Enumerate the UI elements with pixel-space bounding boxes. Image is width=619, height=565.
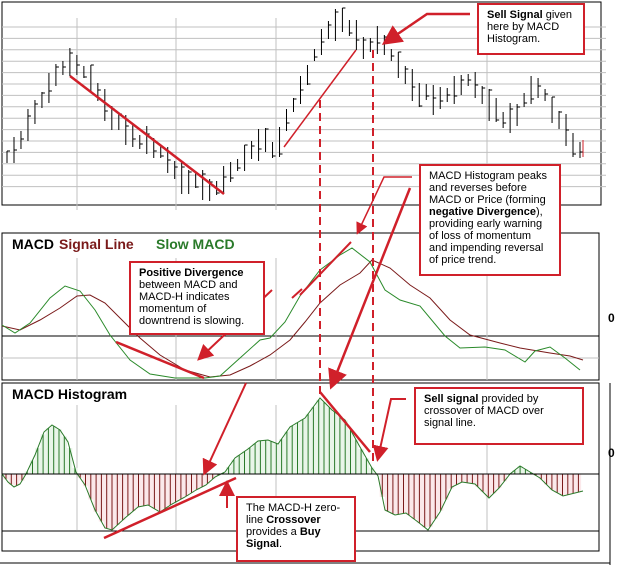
annotation-text: .	[279, 538, 283, 550]
annotation-text: between MACD and MACD-H indicates moment…	[139, 279, 245, 327]
slow-macd-legend: Slow MACD	[156, 236, 235, 252]
macd-title: MACD	[12, 236, 54, 252]
annotation-negative-divergence: MACD Histogram peaks and reverses before…	[419, 164, 561, 276]
annotation-text: ), providing early warning of loss of mo…	[429, 206, 544, 266]
macd-zero-label: 0	[608, 311, 615, 325]
annotation-sell-signal-top: Sell Signal given here by MACD Histogram…	[477, 3, 585, 55]
macd-divergence-line	[115, 340, 205, 380]
signal-line	[1, 259, 584, 378]
annotation-text: MACD Histogram peaks and reverses before…	[429, 170, 547, 206]
histogram-outline	[1, 397, 584, 531]
signal-line-legend: Signal Line	[59, 236, 134, 252]
histogram-peak-line	[319, 391, 371, 453]
annotation-text: provided by crossover of MACD over signa…	[424, 393, 544, 429]
histogram-zero-label: 0	[608, 446, 615, 460]
annotation-bold: Positive Divergence	[139, 267, 244, 279]
annotation-bold: Sell Signal	[487, 9, 543, 21]
annotation-buy-signal: The MACD-H zero-line Crossover provides …	[236, 496, 356, 562]
annotation-bold: Sell signal	[424, 393, 479, 405]
annotation-positive-divergence: Positive Divergence between MACD and MAC…	[129, 261, 265, 335]
annotation-text: provides a	[246, 526, 300, 538]
annotation-sell-signal-crossover: Sell signal provided by crossover of MAC…	[414, 387, 584, 445]
annotation-text: given here by MACD Histogram.	[487, 9, 572, 45]
slow-macd-line	[1, 247, 581, 379]
annotation-bold: Buy Signal	[246, 526, 321, 550]
histogram-title: MACD Histogram	[12, 386, 128, 402]
histogram-divergence-line	[103, 476, 237, 540]
annotation-text: The MACD-H zero-line	[246, 502, 341, 526]
annotation-arrows	[197, 12, 470, 508]
annotation-bold: Crossover	[266, 514, 321, 526]
annotation-bold: negative Divergence	[429, 206, 536, 218]
uptrend-line	[283, 49, 357, 148]
downtrend-line	[69, 75, 225, 195]
